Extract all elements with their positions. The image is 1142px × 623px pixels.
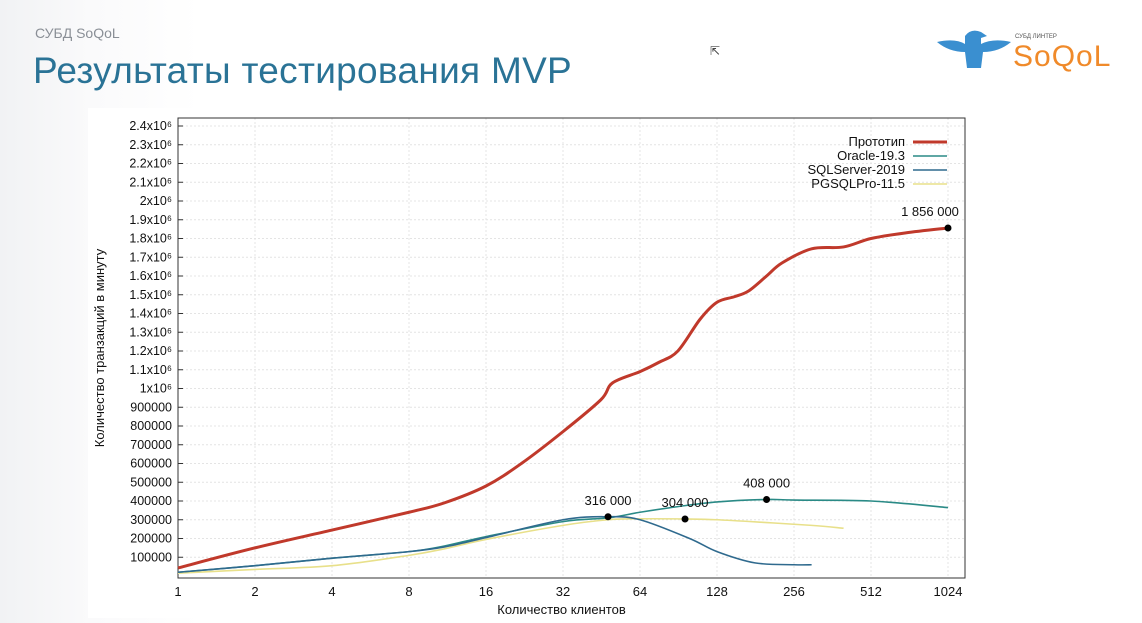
y-tick-label: 1.7x10⁶ xyxy=(129,250,172,264)
annotation-point xyxy=(763,496,771,503)
legend-label: Oracle-19.3 xyxy=(837,148,905,163)
y-axis-label: Количество транзакций в минуту xyxy=(92,248,107,447)
x-tick-label: 1 xyxy=(174,584,181,599)
annotation-label: 316 000 xyxy=(585,493,632,508)
x-tick-label: 512 xyxy=(860,584,882,599)
svg-text:SoQoL: SoQoL xyxy=(1013,40,1111,73)
y-tick-label: 2x10⁶ xyxy=(140,194,172,208)
legend-label: PGSQLPro-11.5 xyxy=(811,176,905,191)
y-tick-label: 300000 xyxy=(130,513,172,527)
slide-subtitle: СУБД SoQoL xyxy=(35,25,120,41)
y-tick-label: 2.3x10⁶ xyxy=(129,138,172,152)
y-tick-label: 100000 xyxy=(130,550,172,564)
soqol-logo: СУБД ЛИНТЕР SoQoL xyxy=(935,26,1125,76)
x-tick-label: 2 xyxy=(251,584,258,599)
y-tick-label: 900000 xyxy=(130,400,172,414)
mouse-cursor-icon: ⇱ xyxy=(710,44,721,58)
chart-container: 1 2 4 8 16 32 64 128 256 512 1024 100000 200000 30000… xyxy=(88,108,988,618)
series-line-sqlserver-2019 xyxy=(177,515,812,574)
annotation-point xyxy=(604,513,612,521)
y-tick-label: 1.8x10⁶ xyxy=(129,232,172,246)
annotation-label: 1 856 000 xyxy=(901,204,959,219)
plot-frame xyxy=(177,117,966,579)
y-tick-label: 1.5x10⁶ xyxy=(129,288,172,302)
y-tick-label: 500000 xyxy=(130,475,172,489)
annotation-point xyxy=(681,515,689,523)
x-tick-label: 32 xyxy=(556,584,570,599)
x-tick-label: 128 xyxy=(706,584,728,599)
x-tick-label: 1024 xyxy=(934,584,963,599)
y-tick-label: 1.4x10⁶ xyxy=(129,307,172,321)
eagle-logo-icon: СУБД ЛИНТЕР SoQoL xyxy=(937,30,1111,73)
y-tick-label: 2.4x10⁶ xyxy=(129,119,172,133)
x-axis-label: Количество клиентов xyxy=(497,602,626,617)
slide-title: Результаты тестирования MVP xyxy=(33,50,573,91)
annotation-label: 408 000 xyxy=(743,476,790,491)
y-tick-label: 2.1x10⁶ xyxy=(129,175,172,189)
annotation-point xyxy=(944,224,952,232)
y-tick-label: 1.2x10⁶ xyxy=(129,344,172,358)
legend-label: Прототип xyxy=(848,134,905,149)
x-tick-label: 16 xyxy=(479,584,493,599)
y-tick-label: 800000 xyxy=(130,419,172,433)
y-tick-label: 1.1x10⁶ xyxy=(129,363,172,377)
svg-text:СУБД ЛИНТЕР: СУБД ЛИНТЕР xyxy=(1015,34,1057,40)
y-tick-label: 200000 xyxy=(130,532,172,546)
y-tick-label: 700000 xyxy=(130,438,172,452)
y-tick-label: 1.9x10⁶ xyxy=(129,213,172,227)
x-tick-label: 256 xyxy=(783,584,805,599)
y-tick-label: 600000 xyxy=(130,457,172,471)
x-tick-label: 8 xyxy=(405,584,412,599)
x-tick-label: 4 xyxy=(328,584,335,599)
series-line-прототип xyxy=(177,226,949,570)
y-tick-label: 2.2x10⁶ xyxy=(129,157,172,171)
x-tick-label: 64 xyxy=(633,584,647,599)
y-tick-label: 400000 xyxy=(130,494,172,508)
series-line-pgsqlpro-11-5 xyxy=(177,517,844,574)
y-tick-label: 1.3x10⁶ xyxy=(129,325,172,339)
line-chart: 1 2 4 8 16 32 64 128 256 512 1024 100000 200000 30000… xyxy=(92,117,966,617)
legend-label: SQLServer-2019 xyxy=(807,162,905,177)
y-tick-label: 1.6x10⁶ xyxy=(129,269,172,283)
annotation-label: 304 000 xyxy=(662,495,709,510)
y-tick-label: 1x10⁶ xyxy=(140,382,172,396)
